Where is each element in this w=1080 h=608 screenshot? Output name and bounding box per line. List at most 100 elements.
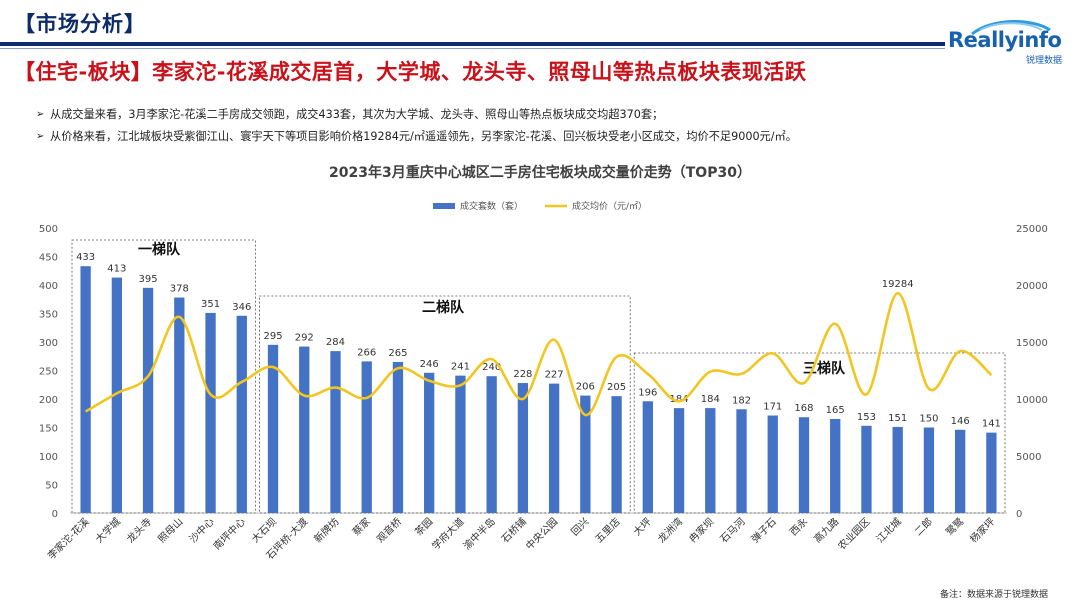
x-tick-label: 回兴 (569, 516, 592, 539)
bar (798, 417, 810, 513)
x-tick-label: 龙洲湾 (655, 515, 685, 545)
bullet-item: ➢ 从成交量来看，3月李家沱-花溪二手房成交领跑，成交433套，其次为大学城、龙… (36, 104, 797, 126)
y-left-tick-label: 0 (52, 509, 58, 520)
bar-data-label: 395 (139, 274, 158, 285)
group-box (258, 295, 631, 514)
bar (830, 418, 841, 513)
bar-data-label: 284 (326, 337, 345, 348)
bar-data-label: 227 (545, 370, 564, 381)
bar-data-label: 146 (951, 416, 970, 427)
price-line-series (84, 291, 993, 417)
bar (642, 401, 653, 513)
y-left-tick-label: 50 (45, 481, 58, 492)
bar (455, 375, 466, 513)
x-tick-label: 沙中心 (186, 515, 216, 545)
legend-swatch-bar (433, 203, 455, 209)
bar (236, 315, 247, 513)
bar (892, 426, 903, 513)
x-tick-label: 学府大道 (429, 515, 466, 552)
y-right-tick-label: 15000 (1016, 338, 1048, 349)
bar-data-label: 266 (357, 347, 376, 358)
y-left-tick-label: 200 (39, 395, 58, 406)
bar (361, 361, 372, 513)
bar-data-label: 168 (794, 403, 813, 414)
y-right-tick-label: 20000 (1016, 281, 1048, 292)
y-left-tick-label: 400 (39, 281, 58, 292)
bar-data-label: 141 (982, 419, 1001, 430)
x-tick-label: 南坪中心 (210, 515, 247, 552)
legend-label-bar: 成交套数（套） (460, 200, 523, 212)
bar-data-label: 346 (232, 302, 251, 313)
y-right-tick-label: 10000 (1016, 395, 1048, 406)
x-tick-label: 蔡家 (350, 515, 373, 538)
bar (392, 361, 404, 513)
x-tick-label: 李家沱-花溪 (45, 515, 92, 562)
bar (330, 351, 341, 513)
bar (767, 415, 778, 513)
x-tick-label: 茶园 (412, 515, 435, 538)
x-tick-label: 观音桥 (374, 515, 404, 545)
bar (174, 297, 185, 513)
x-tick-label: 大石坝 (249, 515, 279, 545)
bar-data-label: 184 (670, 394, 689, 405)
group-box (633, 352, 1006, 514)
y-left-tick-label: 500 (39, 224, 58, 235)
x-tick-label: 冉家坝 (686, 515, 716, 545)
bar (580, 395, 591, 513)
y-left-tick-label: 300 (39, 338, 58, 349)
bar-data-label: 196 (638, 387, 657, 398)
x-tick-label: 农业园区 (835, 515, 872, 552)
x-tick-label: 渝中半岛 (460, 515, 497, 552)
group-label: 二梯队 (422, 299, 465, 316)
bar (548, 383, 560, 513)
bar-data-label: 351 (201, 299, 220, 310)
bar-data-label: 205 (607, 382, 626, 393)
bar (673, 408, 685, 513)
y-right-tick-label: 5000 (1016, 452, 1041, 463)
bar-data-label: 413 (107, 264, 126, 275)
x-tick-label: 杨家坪 (967, 515, 997, 545)
bar (486, 376, 497, 513)
header-rule-thin (0, 48, 945, 49)
bar (705, 408, 716, 513)
bar (142, 287, 154, 513)
x-tick-label: 江北城 (874, 516, 904, 546)
x-tick-label: 弹子石 (748, 515, 778, 545)
x-tick-label: 鹭鹭 (944, 516, 967, 539)
bar (267, 344, 279, 513)
page-section-title: 【市场分析】 (14, 12, 146, 36)
bullet-text: 从价格来看，江北城板块受紫御江山、寰宇天下等项目影响价格19284元/㎡遥遥领先… (50, 130, 797, 143)
bar-data-label: 433 (76, 252, 95, 263)
y-left-tick-label: 450 (39, 253, 58, 264)
bar (611, 396, 622, 513)
group-box (71, 239, 256, 514)
bar (424, 372, 435, 513)
logo-wordmark: Reallyinfo (948, 28, 1062, 52)
bar (923, 427, 935, 513)
bar-data-label: 165 (826, 405, 845, 416)
chart-title: 2023年3月重庆中心城区二手房住宅板块成交量价走势（TOP30） (329, 165, 751, 181)
bar-data-label: 378 (170, 284, 189, 295)
bar-data-label: 182 (732, 395, 751, 406)
bar (736, 409, 747, 513)
bar-data-label: 240 (482, 362, 501, 373)
bar-data-label: 292 (295, 333, 314, 344)
bar (205, 312, 216, 513)
line-data-label: 19284 (882, 279, 914, 290)
bar-data-label: 246 (420, 359, 439, 370)
bar-data-label: 295 (263, 331, 282, 342)
x-tick-label: 大学城 (93, 515, 123, 545)
bar (80, 266, 91, 513)
y-left-tick-label: 350 (39, 310, 58, 321)
x-tick-label: 五里店 (592, 515, 622, 545)
bar (954, 429, 966, 513)
y-left-tick-label: 150 (39, 424, 58, 435)
bar (861, 425, 872, 513)
x-tick-label: 龙头寺 (124, 515, 154, 545)
legend-label-line: 成交均价（元/㎡） (572, 200, 647, 212)
x-tick-label: 大坪 (631, 515, 654, 538)
y-left-tick-label: 250 (39, 367, 58, 378)
bar-data-label: 265 (388, 348, 407, 359)
bar (986, 432, 997, 513)
